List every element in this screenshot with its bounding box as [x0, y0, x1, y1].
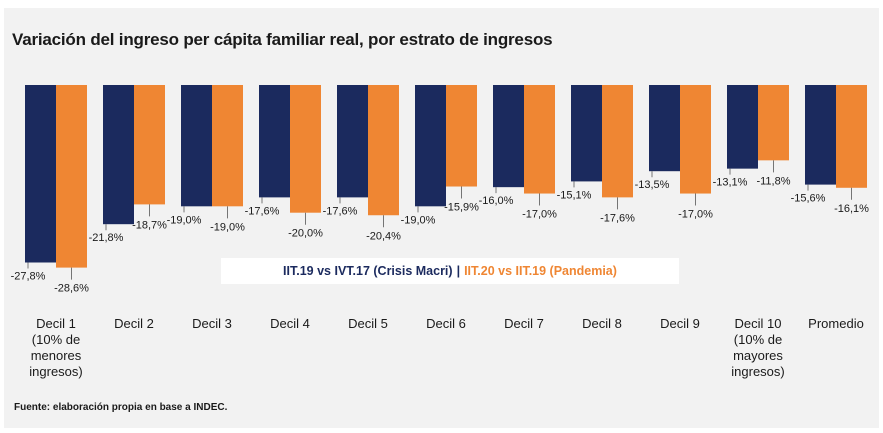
bar-pandemia-10 — [758, 85, 789, 161]
category-label-9: Decil 9 — [660, 316, 700, 331]
bar-pandemia-1 — [56, 85, 87, 268]
bar-crisis-macri-3 — [181, 85, 212, 207]
value-label-crisis-macri-2: -21,8% — [89, 232, 124, 244]
value-label-pandemia-11: -16,1% — [834, 203, 869, 215]
bar-pandemia-7 — [524, 85, 555, 194]
bar-pandemia-8 — [602, 85, 633, 198]
bar-crisis-macri-7 — [493, 85, 524, 188]
bar-pandemia-2 — [134, 85, 165, 205]
bar-pandemia-11 — [836, 85, 867, 188]
legend: IIT.19 vs IVT.17 (Crisis Macri) | IIT.20… — [221, 258, 679, 284]
category-label-10: Decil 10 (10% de mayores ingresos) — [731, 316, 784, 379]
category-label-2: Decil 2 — [114, 316, 154, 331]
legend-separator: | — [456, 264, 461, 278]
legend-series-pandemia: IIT.20 vs IIT.19 (Pandemia) — [464, 264, 617, 278]
value-label-crisis-macri-9: -13,5% — [635, 179, 670, 191]
bar-crisis-macri-4 — [259, 85, 290, 198]
bar-crisis-macri-9 — [649, 85, 680, 172]
bar-crisis-macri-1 — [25, 85, 56, 263]
value-label-crisis-macri-11: -15,6% — [791, 193, 826, 205]
category-label-8: Decil 8 — [582, 316, 622, 331]
category-label-11: Promedio — [808, 316, 864, 331]
category-label-6: Decil 6 — [426, 316, 466, 331]
value-label-pandemia-7: -17,0% — [522, 209, 557, 221]
category-label-5: Decil 5 — [348, 316, 388, 331]
value-label-pandemia-2: -18,7% — [132, 219, 167, 231]
value-label-pandemia-9: -17,0% — [678, 209, 713, 221]
value-label-crisis-macri-10: -13,1% — [713, 177, 748, 189]
legend-series-crisis-macri: IIT.19 vs IVT.17 (Crisis Macri) — [283, 264, 453, 278]
value-label-crisis-macri-1: -27,8% — [11, 271, 46, 283]
category-label-1: Decil 1 (10% de menores ingresos) — [29, 316, 82, 379]
value-label-pandemia-8: -17,6% — [600, 212, 635, 224]
bar-pandemia-3 — [212, 85, 243, 207]
value-label-pandemia-10: -11,8% — [756, 175, 790, 187]
bar-pandemia-9 — [680, 85, 711, 194]
value-label-crisis-macri-8: -15,1% — [557, 189, 592, 201]
value-label-crisis-macri-6: -19,0% — [401, 214, 436, 226]
bar-crisis-macri-8 — [571, 85, 602, 182]
bar-crisis-macri-10 — [727, 85, 758, 169]
value-label-crisis-macri-7: -16,0% — [479, 195, 514, 207]
source-note: Fuente: elaboración propia en base a IND… — [14, 402, 228, 413]
value-label-crisis-macri-3: -19,0% — [167, 214, 202, 226]
bar-crisis-macri-2 — [103, 85, 134, 225]
value-label-pandemia-5: -20,4% — [366, 230, 401, 242]
bar-pandemia-4 — [290, 85, 321, 213]
value-label-crisis-macri-5: -17,6% — [323, 205, 358, 217]
value-label-pandemia-3: -19,0% — [210, 221, 245, 233]
category-label-3: Decil 3 — [192, 316, 232, 331]
bar-crisis-macri-6 — [415, 85, 446, 207]
category-label-4: Decil 4 — [270, 316, 310, 331]
category-label-7: Decil 7 — [504, 316, 544, 331]
bar-pandemia-5 — [368, 85, 399, 216]
value-label-pandemia-4: -20,0% — [288, 228, 323, 240]
bar-crisis-macri-11 — [805, 85, 836, 185]
chart-panel — [4, 8, 879, 428]
value-label-pandemia-1: -28,6% — [54, 283, 89, 295]
value-label-crisis-macri-4: -17,6% — [245, 205, 280, 217]
bar-crisis-macri-5 — [337, 85, 368, 198]
bar-pandemia-6 — [446, 85, 477, 187]
chart-title: Variación del ingreso per cápita familia… — [12, 30, 553, 49]
value-label-pandemia-6: -15,9% — [444, 202, 479, 214]
